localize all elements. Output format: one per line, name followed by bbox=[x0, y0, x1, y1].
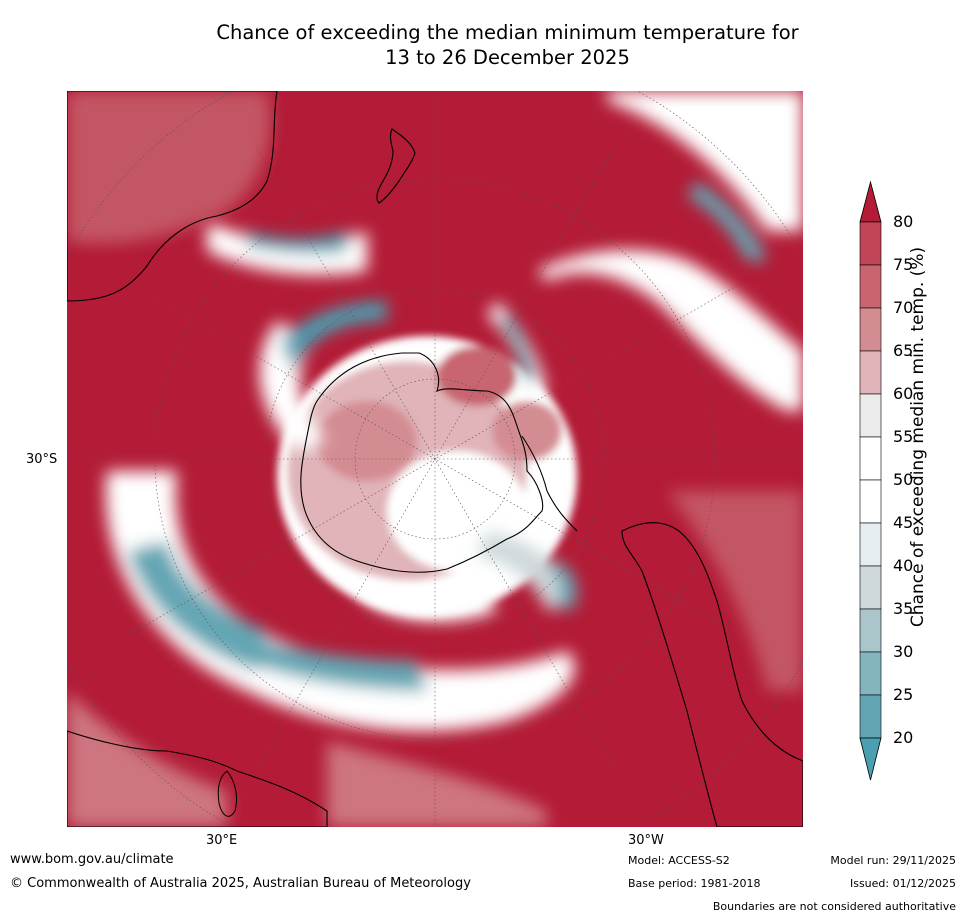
colorbar-tick-65: 65 bbox=[893, 341, 914, 360]
model-name: Model: ACCESS-S2 bbox=[628, 854, 730, 867]
colorbar-tick-75: 75 bbox=[893, 255, 914, 274]
model-run-date: Model run: 29/11/2025 bbox=[830, 854, 956, 867]
colorbar-band-45-50 bbox=[859, 479, 882, 524]
title-line-1: Chance of exceeding the median minimum t… bbox=[216, 21, 799, 44]
colorbar-tick-25: 25 bbox=[893, 685, 914, 704]
colorbar-band-25-30 bbox=[859, 651, 882, 696]
colorbar-band-50-55 bbox=[859, 436, 882, 481]
australia-coastline bbox=[67, 91, 278, 302]
colorbar bbox=[859, 180, 882, 781]
colorbar-segments bbox=[859, 180, 882, 781]
issued-date: Issued: 01/12/2025 bbox=[849, 877, 956, 890]
graticule bbox=[67, 91, 803, 827]
lon-label-30w: 30°W bbox=[628, 833, 664, 848]
colorbar-band-75-80 bbox=[859, 221, 882, 266]
copyright-text: © Commonwealth of Australia 2025, Austra… bbox=[10, 876, 471, 891]
madagascar-coastline bbox=[217, 770, 238, 817]
colorbar-band-65-70 bbox=[859, 307, 882, 352]
antarctic-peninsula bbox=[521, 435, 578, 532]
colorbar-arrow-top bbox=[859, 180, 882, 223]
colorbar-tick-45: 45 bbox=[893, 513, 914, 532]
south-america-coastline bbox=[621, 522, 803, 827]
new-zealand-coastline bbox=[376, 128, 416, 204]
colorbar-tick-70: 70 bbox=[893, 298, 914, 317]
lon-label-30e: 30°E bbox=[206, 833, 238, 848]
chart-title: Chance of exceeding the median minimum t… bbox=[150, 20, 865, 70]
base-period: Base period: 1981-2018 bbox=[628, 877, 761, 890]
colorbar-tick-50: 50 bbox=[893, 470, 914, 489]
website-link[interactable]: www.bom.gov.au/climate bbox=[10, 852, 174, 867]
colorbar-title: Chance of exceeding median min. temp. (%… bbox=[908, 246, 928, 628]
colorbar-tick-80: 80 bbox=[893, 212, 914, 231]
colorbar-tick-40: 40 bbox=[893, 556, 914, 575]
antarctica-coastline bbox=[300, 352, 544, 573]
map-canvas bbox=[67, 91, 803, 827]
lat-label-30s: 30°S bbox=[26, 452, 58, 467]
southern-africa-coastline bbox=[67, 730, 328, 827]
warm-fringes bbox=[67, 91, 803, 827]
colorbar-band-30-35 bbox=[859, 608, 882, 653]
colorbar-band-35-40 bbox=[859, 565, 882, 610]
colorbar-tick-30: 30 bbox=[893, 642, 914, 661]
title-line-2: 13 to 26 December 2025 bbox=[385, 46, 630, 69]
colorbar-band-40-45 bbox=[859, 522, 882, 567]
boundaries-disclaimer: Boundaries are not considered authoritat… bbox=[712, 900, 956, 913]
colorbar-band-20-25 bbox=[859, 694, 882, 739]
colorbar-band-60-65 bbox=[859, 350, 882, 395]
colorbar-tick-55: 55 bbox=[893, 427, 914, 446]
colorbar-tick-20: 20 bbox=[893, 728, 914, 747]
southern-hemisphere-map bbox=[67, 91, 803, 827]
colorbar-arrow-bottom bbox=[859, 737, 882, 781]
colorbar-tick-60: 60 bbox=[893, 384, 914, 403]
colorbar-band-55-60 bbox=[859, 393, 882, 438]
colorbar-tick-35: 35 bbox=[893, 599, 914, 618]
colorbar-band-70-75 bbox=[859, 264, 882, 309]
